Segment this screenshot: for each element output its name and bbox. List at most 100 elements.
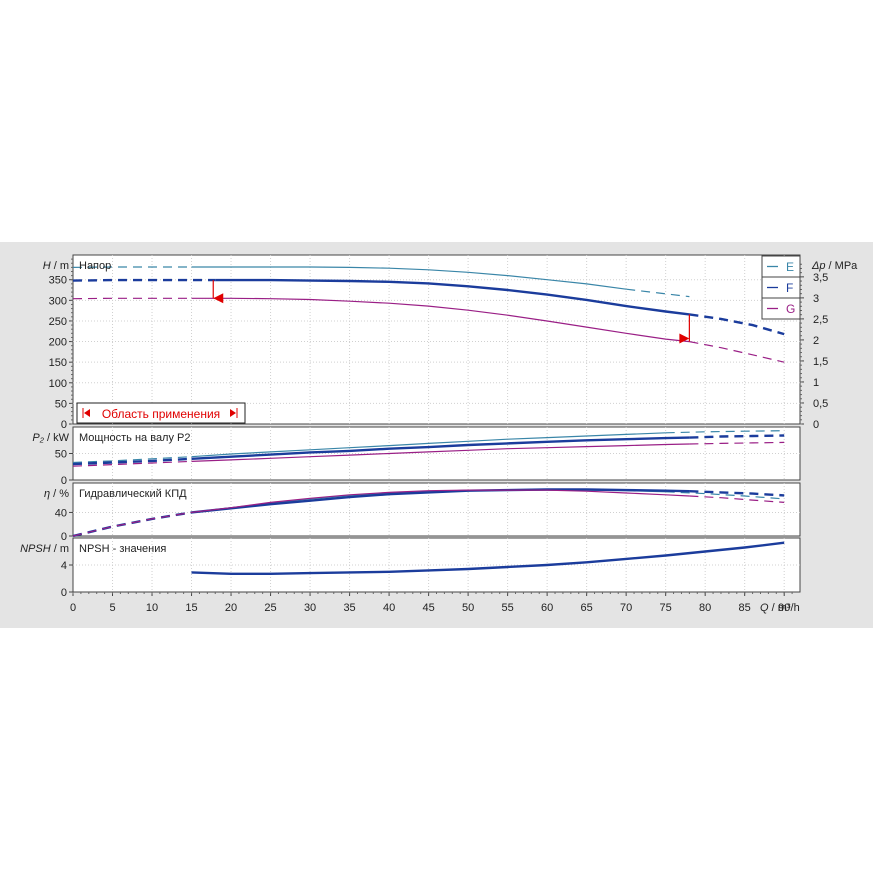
y-tick-label-efficiency: 40 (55, 507, 67, 519)
y-tick-label-npsh: 4 (61, 560, 67, 572)
y2-tick-label: 1,5 (813, 356, 828, 368)
x-axis-var: Q (760, 602, 769, 614)
legend-label-F: F (786, 281, 793, 295)
series-E-line-power (191, 432, 666, 458)
x-tick-label: 45 (422, 602, 434, 614)
x-tick-label: 0 (70, 602, 76, 614)
series-G-tail-efficiency (689, 495, 785, 503)
series-G-line-efficiency (191, 489, 690, 513)
y-axis-unit: / m (51, 543, 69, 555)
y-axis-unit: / m (51, 260, 69, 272)
series-G-line-head (191, 297, 690, 343)
x-tick-label: 75 (660, 602, 672, 614)
legend[interactable]: EFG (761, 255, 801, 320)
x-tick-label: 90 (778, 602, 790, 614)
app-range-label: Область применения (102, 407, 220, 421)
series-E-dashed-power (72, 456, 192, 464)
y2-axis-label: Δp / MPa (811, 260, 858, 272)
x-tick-label: 5 (109, 602, 115, 614)
y-tick-label-head: 100 (49, 378, 67, 390)
series-G-dashed-power (72, 460, 192, 467)
series-F-line-npsh (191, 541, 785, 575)
app-range-label-arrow-right (230, 409, 236, 417)
series-G-line-power (191, 443, 690, 462)
y-tick-label-power: 50 (55, 449, 67, 461)
panel-title-power: Мощность на валу P2 (79, 432, 191, 444)
app-range-label-arrow-left (84, 409, 90, 417)
x-tick-label: 80 (699, 602, 711, 614)
y-axis-var: P₂ (32, 432, 44, 444)
x-tick-label: 70 (620, 602, 632, 614)
y-axis-var: NPSH (20, 543, 51, 555)
y2-tick-label: 2 (813, 335, 819, 347)
x-axis-unit: / m³/h (769, 602, 800, 614)
series-G-dashed-efficiency (72, 511, 192, 537)
x-tick-label: 30 (304, 602, 316, 614)
legend-item-G[interactable] (761, 297, 801, 320)
series-E-tail-efficiency (665, 491, 785, 500)
x-tick-label: 65 (581, 602, 593, 614)
series-F-tail-head (689, 313, 785, 336)
y-tick-label-head: 150 (49, 357, 67, 369)
y2-tick-label: 0 (813, 419, 819, 431)
y-tick-label-head: 300 (49, 295, 67, 307)
y-tick-label-head: 50 (55, 398, 67, 410)
y-axis-label-efficiency: η / % (44, 488, 69, 500)
app-range-label-box (76, 402, 246, 424)
series-F-dashed-head (72, 278, 216, 282)
y-tick-label-head: 0 (61, 419, 67, 431)
y-tick-label-efficiency: 0 (61, 531, 67, 543)
x-tick-label: 50 (462, 602, 474, 614)
x-tick-label: 35 (343, 602, 355, 614)
y2-tick-label: 3,5 (813, 272, 828, 284)
y-tick-label-npsh: 0 (61, 587, 67, 599)
series-F-line-head (215, 278, 690, 316)
panel-title-efficiency: Гидравлический КПД (79, 488, 187, 500)
y2-tick-label: 0,5 (813, 398, 828, 410)
y-axis-var: η (44, 488, 50, 500)
app-range-left-arrow (213, 293, 224, 304)
x-tick-label: 55 (501, 602, 513, 614)
y-tick-label-head: 350 (49, 275, 67, 287)
legend-label-G: G (786, 302, 795, 316)
series-E-line-head (191, 266, 627, 290)
y2-tick-label: 1 (813, 377, 819, 389)
y-axis-label-power: P₂ / kW (32, 432, 69, 444)
y-axis-label-npsh: NPSH / m (20, 543, 69, 555)
y2-axis-unit: / MPa (826, 260, 859, 272)
x-tick-label: 85 (739, 602, 751, 614)
y2-axis-var: Δp (811, 260, 826, 272)
series-F-dashed-power (72, 457, 192, 466)
y-tick-label-power: 0 (61, 475, 67, 487)
y-tick-label-head: 200 (49, 337, 67, 349)
series-E-tail-power (665, 430, 785, 434)
series-lines (72, 266, 785, 575)
panel-title-npsh: NPSH - значения (79, 543, 166, 555)
panel-title-head: Напор (79, 260, 111, 272)
series-G-tail-power (689, 441, 785, 445)
series-F-line-efficiency (191, 488, 690, 514)
x-axis-label: Q / m³/h (760, 602, 800, 614)
series-F-line-power (191, 436, 690, 460)
legend-label-E: E (786, 260, 794, 274)
app-range-right-arrow (679, 333, 690, 344)
y-axis-label-head: H / m (43, 260, 69, 272)
grid (73, 255, 800, 592)
x-tick-label: 15 (185, 602, 197, 614)
y-axis-var: H (43, 260, 51, 272)
y-axis-unit: / % (50, 488, 69, 500)
x-tick-label: 20 (225, 602, 237, 614)
y-tick-label-head: 250 (49, 316, 67, 328)
x-tick-label: 10 (146, 602, 158, 614)
series-G-tail-head (689, 341, 785, 363)
y-axis-unit: / kW (44, 432, 70, 444)
x-tick-label: 60 (541, 602, 553, 614)
x-tick-label: 25 (264, 602, 276, 614)
y2-tick-label: 3 (813, 293, 819, 305)
application-range: Область применения (76, 280, 690, 424)
series-F-tail-power (689, 434, 785, 439)
x-tick-label: 40 (383, 602, 395, 614)
series-F-tail-efficiency (689, 490, 785, 497)
